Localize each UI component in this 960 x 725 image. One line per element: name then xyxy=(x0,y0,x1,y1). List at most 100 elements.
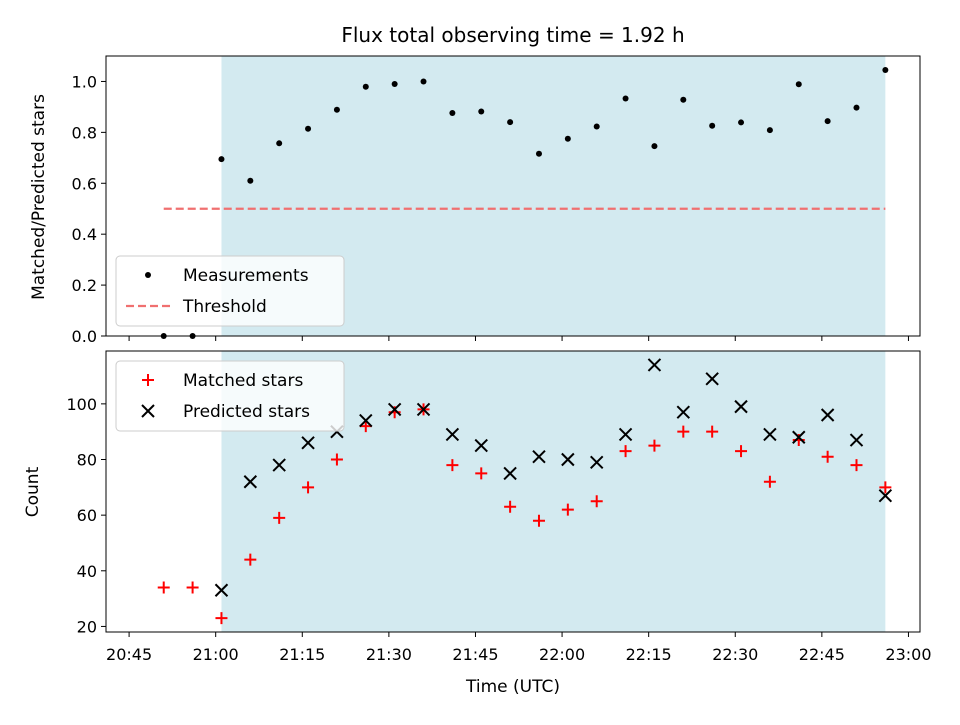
x-tick-label: 22:15 xyxy=(626,645,672,664)
measurements-point xyxy=(305,125,312,132)
measurements-point xyxy=(882,67,889,73)
bottom-legend: Matched stars Predicted stars xyxy=(115,360,345,432)
predicted-stars-point xyxy=(734,399,748,414)
measurements-legend-label: Measurements xyxy=(183,266,309,286)
matched-stars-point xyxy=(302,481,315,494)
matched-stars-point xyxy=(244,553,257,566)
x-tick-label: 22:30 xyxy=(712,645,758,664)
predicted-stars-point xyxy=(705,372,719,386)
measurements-point xyxy=(824,118,831,125)
predicted-stars-legend-label: Predicted stars xyxy=(183,402,310,422)
predicted-stars-point xyxy=(445,427,460,442)
top-legend-box xyxy=(115,255,345,327)
top-frame xyxy=(105,55,921,337)
top-y-axis-label: Matched/Predicted stars xyxy=(29,94,49,300)
predicted-stars-point xyxy=(878,488,893,503)
predicted-stars-point xyxy=(301,436,315,450)
predicted-stars-point xyxy=(359,413,373,428)
top-y-tick-label: 0.8 xyxy=(72,123,97,142)
x-tick-label: 21:00 xyxy=(193,645,239,664)
matched-stars-point xyxy=(619,445,632,458)
matched-stars-point xyxy=(561,503,574,516)
matched-stars-point xyxy=(186,581,199,594)
bottom-frame xyxy=(105,350,921,633)
matched-stars-point xyxy=(706,425,719,438)
predicted-stars-point xyxy=(561,452,575,467)
measurements-point xyxy=(420,78,427,85)
matched-stars-point xyxy=(504,500,517,513)
matched-stars-point xyxy=(648,439,661,452)
matched-stars-point xyxy=(330,453,343,466)
bottom-y-tick-label: 20 xyxy=(77,617,97,636)
matched-stars-point xyxy=(821,450,834,463)
bottom-y-axis-label: Count xyxy=(23,466,43,517)
predicted-stars-point xyxy=(387,402,402,417)
predicted-stars-point xyxy=(792,430,806,444)
x-axis-label: Time (UTC) xyxy=(465,677,560,697)
matched-stars-legend-label: Matched stars xyxy=(183,371,303,391)
predicted-stars-point xyxy=(243,475,258,489)
matched-stars-point xyxy=(763,475,776,488)
measurements-legend-marker xyxy=(145,272,151,278)
measurements-point xyxy=(795,81,802,88)
x-tick-label: 21:45 xyxy=(452,645,498,664)
measurements-point xyxy=(680,96,687,103)
matched-stars-point xyxy=(532,514,545,527)
bottom-legend-box xyxy=(115,360,345,432)
matched-stars-point xyxy=(273,511,286,524)
matched-stars-point xyxy=(359,420,372,433)
measurements-point xyxy=(507,119,514,126)
chart-title: Flux total observing time = 1.92 h xyxy=(341,23,684,47)
predicted-stars-point xyxy=(820,408,835,422)
x-tick-label: 20:45 xyxy=(106,645,152,664)
matched-stars-point xyxy=(850,459,863,472)
threshold-legend-label: Threshold xyxy=(182,297,267,317)
bottom-y-tick-label: 100 xyxy=(66,395,97,414)
matched-stars-point xyxy=(215,612,228,625)
measurements-point xyxy=(651,143,658,150)
x-tick-label: 21:30 xyxy=(366,645,412,664)
predicted-stars-point xyxy=(272,458,286,472)
predicted-stars-point xyxy=(503,466,517,481)
measurements-point xyxy=(564,135,571,142)
measurements-point xyxy=(853,104,860,111)
predicted-stars-legend-marker xyxy=(141,404,155,418)
measurements-point xyxy=(535,150,542,157)
top-y-tick-label: 0.2 xyxy=(72,276,97,295)
measurements-point xyxy=(449,110,456,117)
matched-stars-point xyxy=(879,481,892,494)
predicted-stars-point xyxy=(416,402,431,417)
matched-stars-point xyxy=(157,581,170,594)
measurements-point xyxy=(391,81,398,87)
predicted-stars-point xyxy=(474,438,488,453)
measurements-point xyxy=(593,123,600,130)
x-tick-label: 23:00 xyxy=(885,645,931,664)
predicted-stars-point xyxy=(532,450,546,464)
predicted-stars-point xyxy=(676,405,691,419)
measurements-point xyxy=(247,177,254,184)
matched-stars-point xyxy=(677,425,690,438)
matched-stars-point xyxy=(446,459,459,472)
measurements-point xyxy=(709,122,716,129)
measurements-point xyxy=(218,156,225,163)
measurements-point xyxy=(738,119,745,126)
matched-stars-point xyxy=(475,467,488,480)
x-tick-label: 21:15 xyxy=(279,645,325,664)
predicted-stars-point xyxy=(618,427,633,442)
measurements-point xyxy=(766,127,773,134)
matched-stars-point xyxy=(590,495,603,508)
matched-stars-point xyxy=(735,445,748,458)
top-y-tick-label: 1.0 xyxy=(72,72,97,91)
measurements-point xyxy=(276,140,283,147)
top-y-tick-label: 0.0 xyxy=(72,327,97,346)
matched-stars-legend-marker xyxy=(142,374,154,386)
bottom-y-tick-label: 60 xyxy=(77,506,97,525)
predicted-stars-point xyxy=(849,433,864,447)
measurements-point xyxy=(362,83,369,90)
bottom-y-tick-label: 80 xyxy=(77,451,97,470)
top-y-tick-label: 0.6 xyxy=(72,174,97,193)
top-panel: 0.0 0.2 0.4 0.6 0.8 1.0 Measurements Threshold xyxy=(72,55,921,346)
measurements-point xyxy=(478,108,485,115)
top-legend: Measurements Threshold xyxy=(115,255,345,327)
